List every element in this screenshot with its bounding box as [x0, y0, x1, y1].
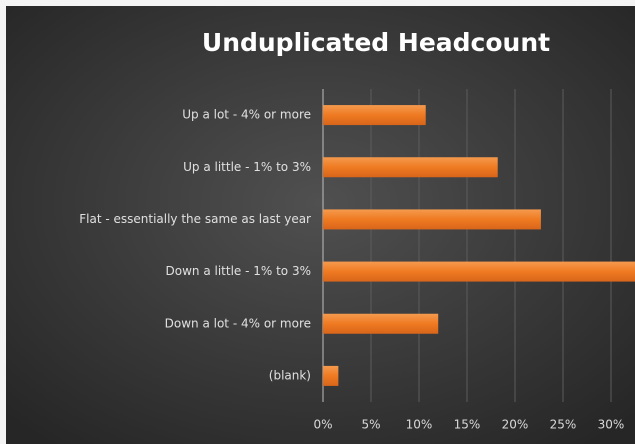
x-tick-label: 10%: [406, 418, 433, 432]
x-tick-label: 15%: [454, 418, 481, 432]
bar: [323, 105, 426, 126]
y-tick-label: Down a lot - 4% or more: [165, 316, 311, 330]
y-tick-label: (blank): [269, 368, 311, 382]
x-tick-label: 30%: [598, 418, 625, 432]
x-tick-label: 5%: [361, 418, 380, 432]
x-tick-label: 25%: [550, 418, 577, 432]
y-tick-label: Flat - essentially the same as last year: [79, 212, 311, 226]
y-tick-label: Up a lot - 4% or more: [182, 108, 311, 122]
y-tick-label: Down a little - 1% to 3%: [166, 264, 312, 278]
bar: [323, 261, 635, 282]
chart-title: Unduplicated Headcount: [202, 28, 550, 57]
x-tick-label: 0%: [313, 418, 332, 432]
bar: [323, 365, 339, 386]
bar: [323, 313, 439, 334]
y-tick-label: Up a little - 1% to 3%: [183, 160, 311, 174]
bar: [323, 209, 541, 230]
x-tick-label: 20%: [502, 418, 529, 432]
bar: [323, 157, 498, 178]
